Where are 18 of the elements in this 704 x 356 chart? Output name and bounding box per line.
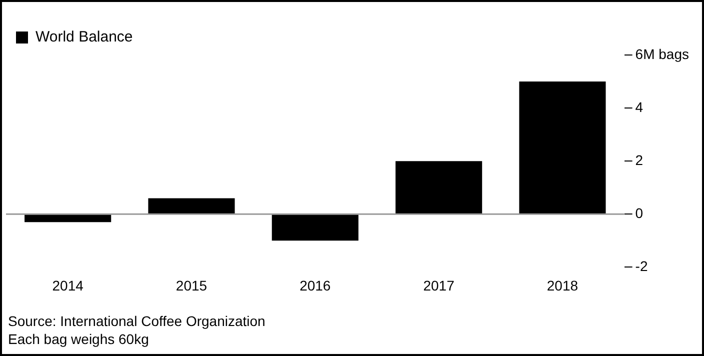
x-tick-label: 2017 [423, 277, 455, 294]
y-tick-label: 0 [635, 205, 644, 222]
bar [519, 82, 606, 214]
bar [148, 198, 235, 214]
y-tick-label: 6M bags [635, 46, 690, 62]
bar [272, 214, 358, 241]
x-tick-label: 2016 [300, 277, 331, 294]
y-tick-label: 4 [635, 98, 644, 115]
x-tick-label: 2018 [546, 277, 578, 294]
legend-label: World Balance [36, 28, 133, 46]
x-tick-label: 2015 [176, 277, 208, 294]
y-tick-label: 2 [635, 152, 644, 168]
source-note: Source: International Coffee Organization [8, 312, 266, 330]
x-tick-label: 2014 [52, 277, 84, 294]
bar [396, 161, 482, 214]
text: Each bag weighs 60kg [8, 330, 150, 348]
y-tick-label: -2 [635, 258, 648, 274]
bar [24, 214, 112, 222]
